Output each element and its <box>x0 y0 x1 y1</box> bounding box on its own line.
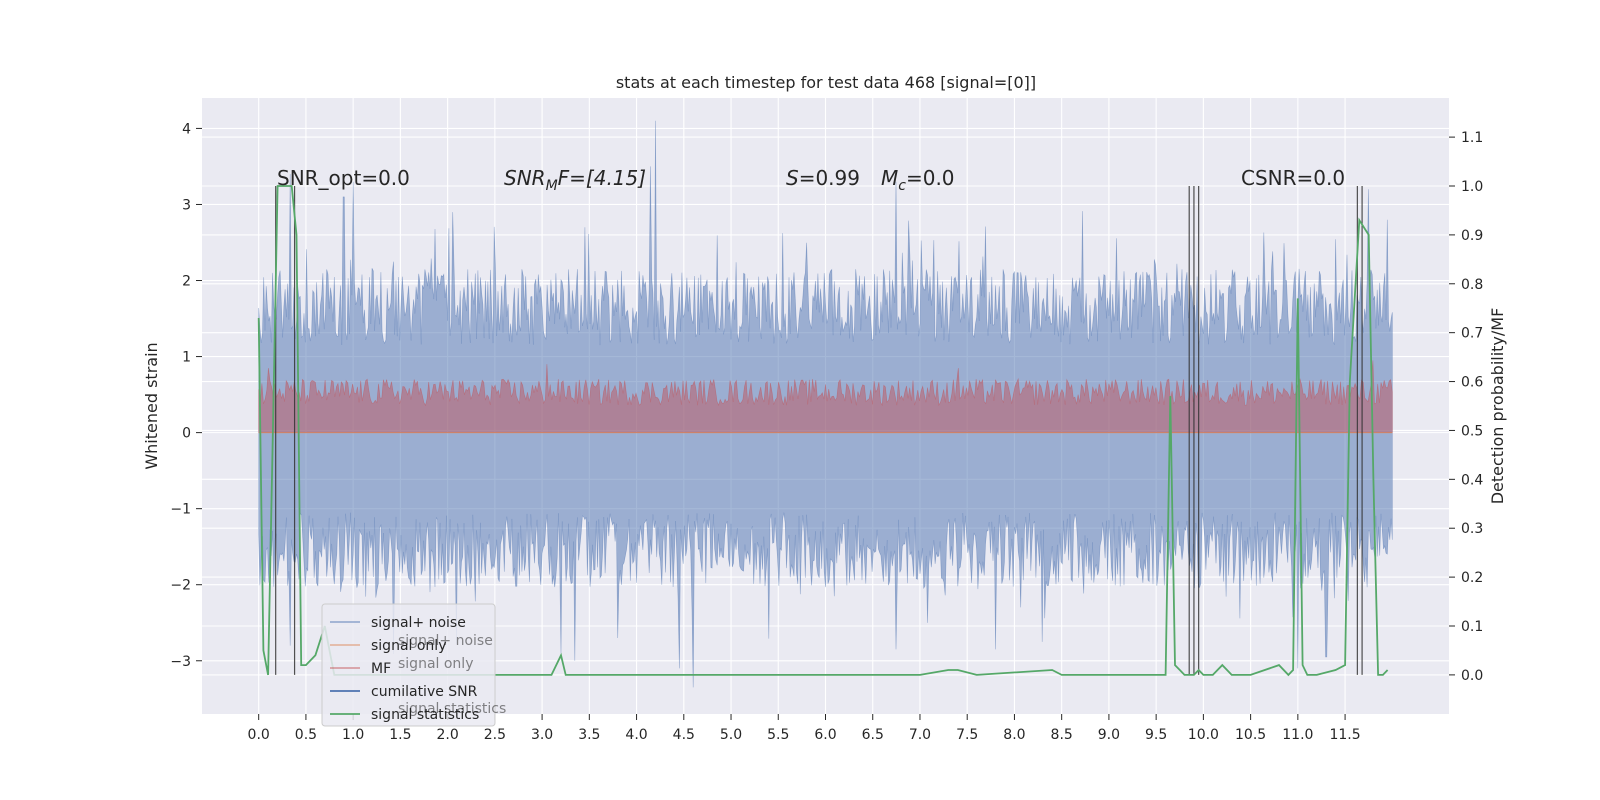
legend-label: signal+ noise <box>371 615 466 631</box>
annotation-snr-mf-pre: SNR <box>504 166 546 190</box>
x-tick-label: 6.0 <box>814 727 836 743</box>
noise-band <box>258 120 1393 688</box>
y2-tick-label: 0.9 <box>1461 228 1483 244</box>
legend-ghost-label: signal statistics <box>398 701 506 717</box>
x-tick-label: 7.0 <box>909 727 931 743</box>
annotation-s-pre: S <box>786 166 799 190</box>
legend-label: MF <box>371 661 391 677</box>
series-signal-statistics <box>257 185 1389 677</box>
legend-ghost-labels: signal+ noise signal only signal statistic… <box>398 633 506 717</box>
y2-tick-label: 1.0 <box>1461 179 1483 195</box>
x-tick-label: 11.5 <box>1329 727 1360 743</box>
annotation-snr-mf-sub: M <box>546 178 558 194</box>
legend-items: signal+ noise signal only MF cumilative SNR… <box>330 615 479 723</box>
y2-tick-label: 0.3 <box>1461 521 1483 537</box>
x-tick-label: 10.5 <box>1235 727 1266 743</box>
y-axis-label: Whitened strain <box>142 342 161 469</box>
y2-tick-label: 1.1 <box>1461 130 1483 146</box>
right-y-axis: 1.1 1.0 0.9 0.8 0.7 0.6 0.5 0.4 0.3 0.2 0.1 0.0 <box>1449 130 1483 684</box>
y2-tick-label: 0.0 <box>1461 668 1483 684</box>
annotation-csnr: CSNR=0.0 <box>1241 166 1345 190</box>
y2-tick-label: 0.6 <box>1461 375 1483 391</box>
legend-label: cumilative SNR <box>371 684 478 700</box>
x-tick-label: 8.5 <box>1051 727 1073 743</box>
legend-ghost-label: signal+ noise <box>398 633 493 649</box>
x-tick-label: 2.0 <box>436 727 458 743</box>
legend-box <box>321 603 496 727</box>
y-tick-label: 0 <box>182 426 191 442</box>
mf-band <box>258 360 1393 433</box>
x-tick-label: 4.5 <box>673 727 695 743</box>
series-signal-plus-noise <box>258 120 1393 688</box>
y2-tick-label: 0.5 <box>1461 423 1483 439</box>
annotation-mc-pre: M <box>881 166 898 190</box>
x-axis: 0.0 0.5 1.0 1.5 2.0 2.5 3.0 3.5 4.0 4.5 5.0 5.5 6.0 6… <box>248 714 1361 743</box>
x-tick-label: 10.0 <box>1188 727 1219 743</box>
left-y-axis: 4 3 2 1 0 −1 −2 −3 <box>170 121 202 670</box>
y2-tick-label: 0.2 <box>1461 570 1483 586</box>
y-tick-label: −3 <box>170 654 191 670</box>
y-tick-label: −1 <box>170 502 191 518</box>
x-tick-label: 0.5 <box>295 727 317 743</box>
x-tick-label: 2.5 <box>484 727 506 743</box>
annotation-s: S=0.99 <box>786 166 860 190</box>
annotation-s-post: =0.99 <box>799 166 860 190</box>
y2-tick-label: 0.8 <box>1461 277 1483 293</box>
y-tick-label: 3 <box>182 197 191 213</box>
annotation-snr-opt: SNR_opt=0.0 <box>277 166 410 190</box>
y-tick-label: 4 <box>182 121 191 137</box>
annotation-mc: Mc=0.0 <box>881 166 955 194</box>
annotation-mc-sub: c <box>898 178 906 194</box>
x-tick-label: 9.5 <box>1145 727 1167 743</box>
annotation-snr-mf: SNRMF=[4.15] <box>504 166 646 194</box>
x-tick-label: 7.5 <box>956 727 978 743</box>
y2-axis-label: Detection probability/MF <box>1488 308 1507 505</box>
x-tick-label: 0.0 <box>248 727 270 743</box>
legend-label: signal only <box>371 638 446 654</box>
annotation-mc-post: =0.0 <box>906 166 955 190</box>
legend-ghost-label: signal only <box>398 656 473 672</box>
legend-label: signal statistics <box>371 707 479 723</box>
x-tick-label: 8.0 <box>1003 727 1025 743</box>
y-tick-label: 2 <box>182 274 191 290</box>
series-mf <box>258 360 1393 433</box>
x-tick-label: 3.5 <box>578 727 600 743</box>
y-tick-label: 1 <box>182 350 191 366</box>
y-tick-label: −2 <box>170 578 191 594</box>
x-tick-label: 9.0 <box>1098 727 1120 743</box>
annotation-snr-mf-post: F=[4.15] <box>558 166 646 190</box>
x-tick-label: 6.5 <box>862 727 884 743</box>
x-tick-label: 3.0 <box>531 727 553 743</box>
x-tick-label: 5.5 <box>767 727 789 743</box>
signal-statistics-line <box>257 185 1389 677</box>
x-tick-label: 4.0 <box>625 727 647 743</box>
x-tick-label: 1.0 <box>342 727 364 743</box>
y2-tick-label: 0.7 <box>1461 326 1483 342</box>
x-tick-label: 11.0 <box>1282 727 1313 743</box>
chart-title: stats at each timestep for test data 468… <box>616 73 1036 92</box>
x-tick-label: 5.0 <box>720 727 742 743</box>
y2-tick-label: 0.4 <box>1461 472 1483 488</box>
x-tick-label: 1.5 <box>389 727 411 743</box>
y2-tick-label: 0.1 <box>1461 619 1483 635</box>
